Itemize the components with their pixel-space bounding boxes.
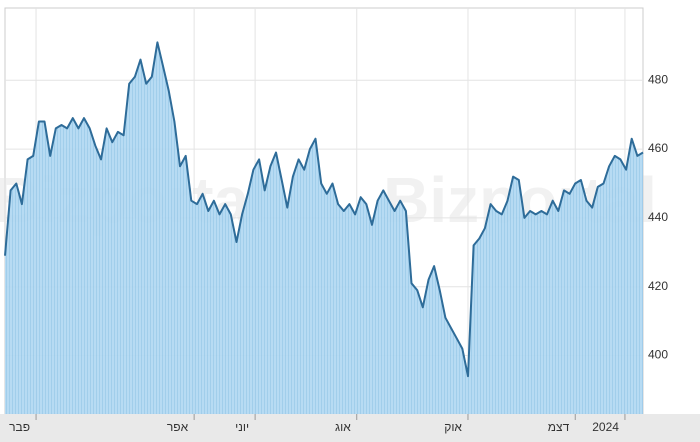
y-tick-label: 420 (648, 279, 668, 293)
x-axis-band (0, 414, 700, 442)
x-tick-label: פבר (9, 420, 30, 434)
x-tick-label: יוני (235, 420, 249, 434)
x-tick-label: אוג (335, 420, 351, 434)
y-tick-label: 400 (648, 348, 668, 362)
y-tick-label: 480 (648, 72, 668, 86)
x-tick-label: 2024 (592, 420, 619, 434)
y-tick-label: 440 (648, 210, 668, 224)
price-line (4, 41, 644, 378)
x-tick-label: אוק (444, 420, 462, 434)
x-tick-label: דצמ (548, 420, 570, 434)
y-tick-label: 460 (648, 141, 668, 155)
x-tick-label: אפר (167, 420, 189, 434)
area-fill (5, 42, 643, 415)
